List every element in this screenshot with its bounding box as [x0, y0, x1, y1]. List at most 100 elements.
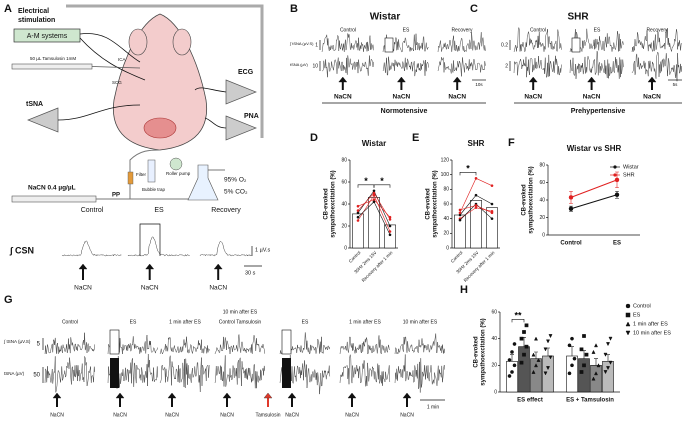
label: PNA: [244, 113, 259, 120]
label: 5s: [673, 82, 679, 87]
es-artifact: [282, 358, 291, 388]
point: [510, 370, 514, 374]
y-axis-label: sympathoexcitation (%): [529, 166, 535, 233]
y-tick-label: 80: [539, 162, 545, 168]
label: NaCN: [141, 285, 159, 292]
rat-ear: [172, 28, 192, 56]
point: [372, 191, 376, 195]
y-tick-label: 20: [539, 215, 545, 221]
label: ∫ CSN: [9, 245, 34, 255]
trace: [214, 355, 265, 389]
point: [608, 360, 613, 365]
arrow-head: [402, 392, 412, 399]
chart-title: Wistar: [362, 139, 386, 148]
point: [591, 376, 596, 381]
point: [614, 177, 620, 183]
arrow-head: [78, 263, 88, 270]
series-line: [570, 179, 618, 198]
point: [458, 211, 462, 215]
error-bar: [594, 358, 598, 366]
point: [388, 230, 392, 233]
label: ECG: [238, 69, 254, 76]
point: [507, 358, 512, 362]
label: Recovery: [451, 27, 473, 33]
label: tSNA: [26, 101, 43, 108]
point: [531, 369, 536, 374]
trace: [394, 354, 445, 393]
label: A-M systems: [27, 33, 68, 40]
x-tick-label: Control: [348, 250, 362, 264]
y-tick-label: 0: [542, 232, 545, 238]
point: [531, 352, 536, 357]
panel-letter: H: [460, 284, 468, 296]
y-tick-label: 80: [443, 187, 449, 193]
label: Normotensive: [381, 108, 428, 115]
x-tick-label: ES: [613, 241, 621, 247]
point: [593, 343, 599, 348]
bar: [368, 197, 380, 249]
point: [356, 204, 360, 208]
legend-marker: [613, 173, 617, 177]
arrow-head: [115, 392, 125, 399]
arrow-head: [528, 76, 538, 83]
trace: [437, 32, 486, 53]
stim-box: [13, 28, 81, 43]
heart: [143, 117, 177, 139]
point: [388, 233, 392, 237]
point: [524, 323, 529, 328]
y-tick-label: 0: [344, 245, 347, 251]
point: [570, 363, 574, 368]
trace: [214, 334, 265, 355]
point: [614, 192, 620, 197]
point: [536, 357, 541, 362]
point: [507, 374, 512, 378]
point: [490, 211, 494, 215]
label: 50: [33, 373, 40, 379]
point: [388, 218, 392, 221]
trace: [394, 333, 445, 355]
point: [567, 343, 572, 348]
label: Control Tamsulosin: [219, 319, 262, 325]
error-bar: [570, 346, 574, 356]
label: SHR: [567, 12, 589, 23]
label: stimulation: [18, 17, 55, 24]
trace: [159, 355, 210, 393]
point: [548, 355, 553, 360]
point: [543, 347, 548, 352]
filter: [127, 171, 134, 185]
trace: [61, 240, 122, 257]
label: Control: [530, 27, 546, 33]
arrow-head: [263, 392, 273, 399]
panel-letter: C: [470, 3, 478, 15]
label: NaCN: [524, 94, 542, 101]
syringe: [11, 195, 97, 203]
point: [372, 189, 376, 193]
legend-marker: [625, 330, 631, 336]
y-tick-label: 20: [443, 231, 449, 237]
label: 1: [315, 42, 318, 48]
label: NaCN: [220, 412, 234, 418]
arrow-head: [167, 392, 177, 399]
bubble-trap: [147, 159, 156, 183]
es-artifact: [281, 329, 292, 355]
y-tick-label: 0: [494, 389, 497, 395]
es-artifact: [384, 37, 394, 53]
trace: [569, 50, 624, 79]
point: [519, 336, 524, 341]
point: [567, 371, 572, 376]
point: [545, 339, 551, 344]
point: [474, 206, 478, 209]
amplifier-ecg: [225, 79, 257, 105]
arrow-head: [396, 76, 406, 83]
label: Recovery: [646, 27, 668, 33]
panel-letter: A: [4, 3, 12, 15]
label: ES: [302, 319, 309, 325]
point: [579, 347, 584, 352]
error-bar: [510, 354, 514, 362]
bar: [384, 224, 396, 249]
sig-bracket: [511, 319, 525, 323]
point: [582, 363, 586, 368]
label: NaCN: [400, 412, 414, 418]
label: 10 min after ES: [403, 319, 438, 325]
label: Filter: [136, 172, 147, 177]
